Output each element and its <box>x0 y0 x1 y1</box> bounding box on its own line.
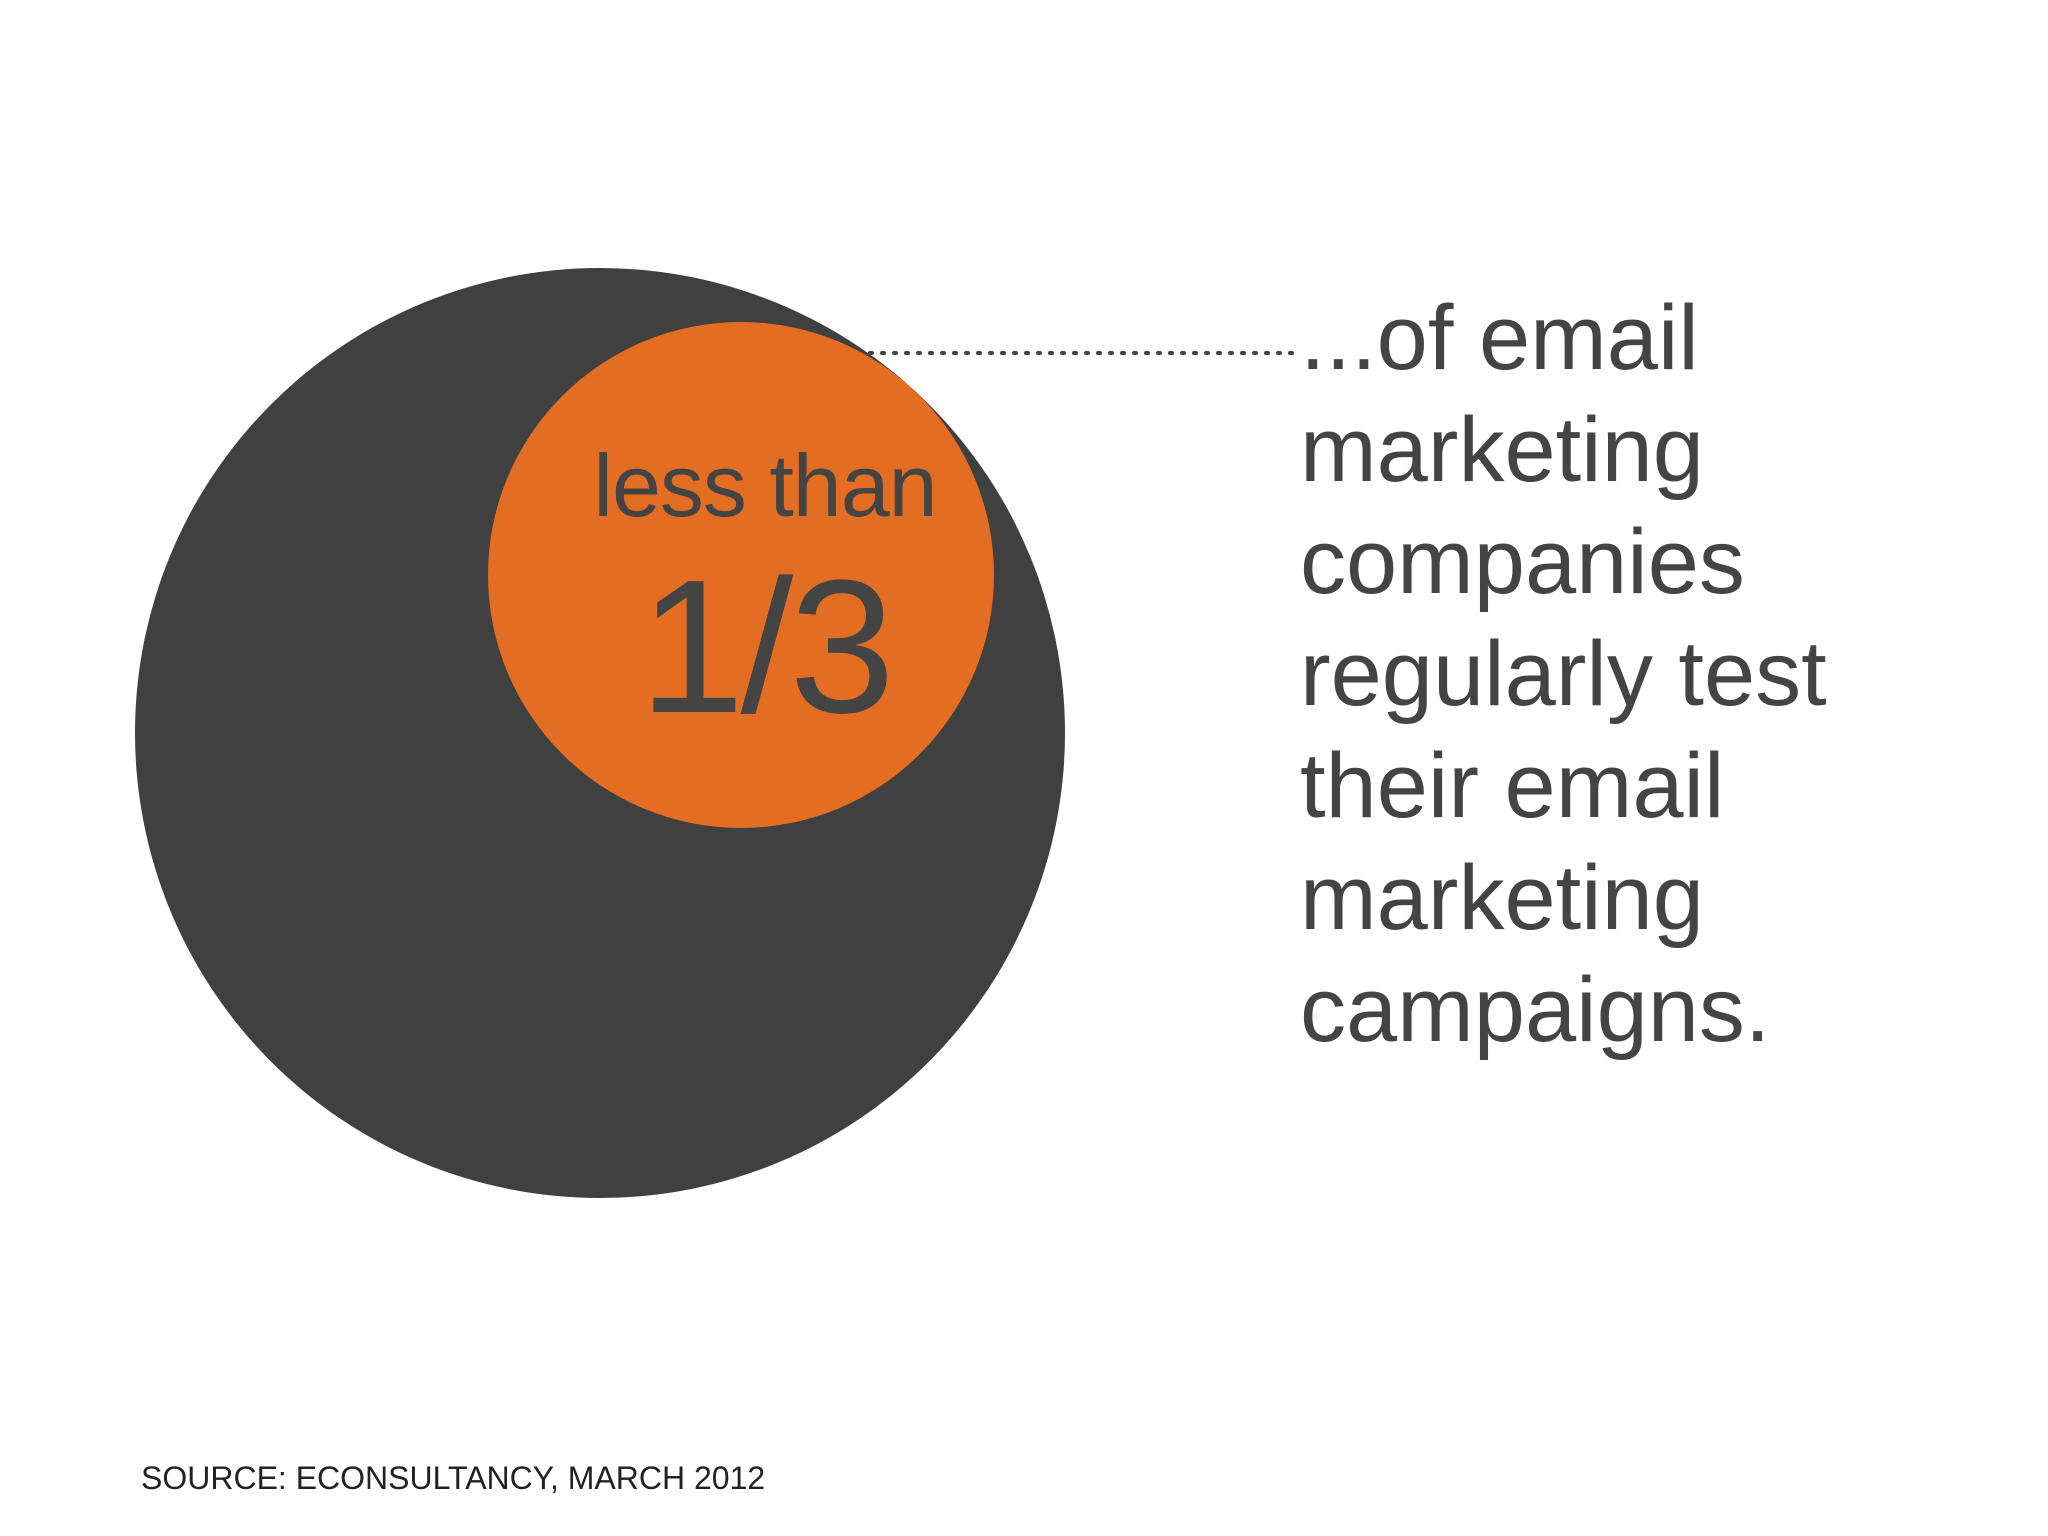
source-citation: SOURCE: ECONSULTANCY, MARCH 2012 <box>141 1460 766 1496</box>
description-line: marketing <box>1300 399 1704 501</box>
description-line: regularly test <box>1300 623 1827 725</box>
description-line: campaigns. <box>1300 959 1771 1061</box>
description-line: their email <box>1300 735 1725 837</box>
stat-caption: less than <box>593 436 937 535</box>
inner-circle-share <box>488 322 994 828</box>
description-line: ...of email <box>1300 287 1699 389</box>
description-line: companies <box>1300 511 1745 613</box>
description-text: ...of email marketing companies regularl… <box>1300 282 2020 1066</box>
description-line: marketing <box>1300 847 1704 949</box>
stat-value: 1/3 <box>638 541 895 753</box>
